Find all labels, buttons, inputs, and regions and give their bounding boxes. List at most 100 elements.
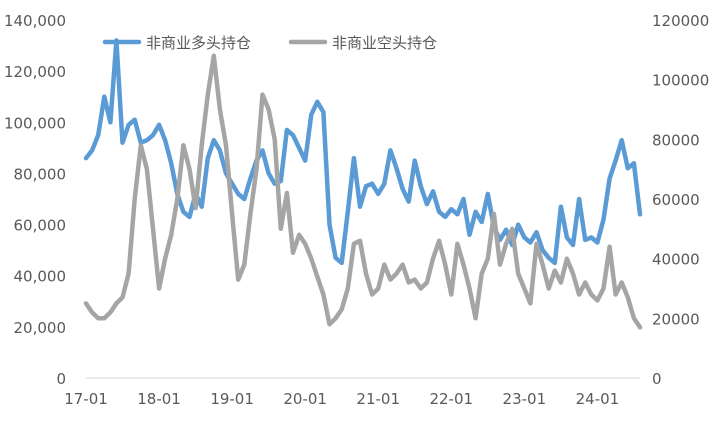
data-point: [401, 187, 405, 191]
data-point: [632, 161, 636, 165]
y-right-tick-label: 100000: [652, 72, 709, 90]
data-point: [309, 113, 313, 117]
data-point: [431, 189, 435, 193]
y-right-tick-label: 60000: [652, 191, 700, 209]
data-point: [127, 123, 131, 127]
data-point: [90, 148, 94, 152]
data-point: [108, 120, 112, 124]
data-point: [236, 278, 240, 282]
data-point: [364, 272, 368, 276]
legend-label: 非商业空头持仓: [332, 34, 437, 52]
data-point: [340, 307, 344, 311]
x-tick-label: 20-01: [283, 390, 327, 408]
data-point: [498, 263, 502, 267]
data-point: [181, 143, 185, 147]
data-point: [522, 286, 526, 291]
data-point: [145, 167, 149, 171]
data-point: [474, 210, 478, 214]
data-point: [601, 217, 606, 222]
data-point: [297, 146, 301, 150]
data-point: [224, 143, 228, 147]
data-point: [614, 159, 618, 163]
data-point: [541, 248, 545, 252]
data-point: [413, 278, 417, 282]
data-point: [102, 95, 106, 99]
data-point: [358, 205, 362, 209]
data-point: [200, 205, 204, 209]
data-point: [461, 197, 466, 201]
data-point: [534, 230, 539, 234]
data-point: [279, 179, 283, 183]
data-point: [133, 118, 137, 122]
data-point: [248, 212, 252, 216]
data-point: [212, 138, 216, 142]
data-point: [218, 148, 222, 152]
x-tick-label: 24-01: [576, 390, 620, 408]
data-point: [528, 240, 533, 245]
data-point: [589, 235, 593, 239]
x-tick-label: 19-01: [210, 390, 254, 408]
data-point: [510, 227, 514, 231]
data-point: [206, 93, 210, 97]
data-point: [577, 292, 581, 297]
data-point: [382, 263, 386, 267]
data-point: [267, 171, 271, 175]
data-point: [577, 197, 581, 201]
data-point: [553, 261, 557, 265]
data-point: [248, 176, 252, 181]
data-point: [242, 263, 246, 267]
data-point: [315, 100, 319, 104]
data-point: [163, 138, 167, 142]
data-point: [583, 280, 587, 285]
data-point: [419, 286, 423, 291]
data-point: [620, 138, 624, 142]
data-point: [583, 238, 587, 242]
data-point: [157, 286, 161, 291]
data-point: [413, 159, 417, 163]
data-point: [139, 143, 143, 147]
data-point: [388, 148, 392, 152]
data-point: [455, 212, 459, 216]
data-point: [309, 257, 313, 261]
data-point: [358, 239, 362, 243]
data-point: [230, 212, 234, 216]
data-point: [382, 182, 386, 186]
data-point: [346, 210, 350, 214]
data-point: [407, 200, 411, 204]
data-point: [157, 123, 161, 127]
data-point: [541, 263, 545, 267]
data-point: [461, 263, 466, 267]
data-point: [96, 316, 100, 320]
x-tick-label: 22-01: [429, 390, 473, 408]
data-point: [291, 251, 295, 255]
data-point: [449, 292, 453, 297]
data-point: [504, 228, 508, 232]
data-point: [608, 245, 612, 249]
data-point: [114, 301, 118, 305]
data-point: [401, 263, 405, 267]
data-point: [589, 292, 593, 297]
data-point: [516, 223, 520, 227]
data-point: [315, 275, 319, 279]
data-point: [108, 310, 112, 314]
data-point: [334, 316, 338, 320]
data-point: [638, 325, 642, 329]
data-point: [559, 280, 563, 285]
data-point: [626, 166, 630, 170]
data-point: [285, 128, 289, 132]
y-left-tick-label: 40,000: [14, 268, 67, 286]
data-point: [187, 215, 192, 219]
data-point: [626, 295, 630, 299]
data-point: [321, 110, 325, 114]
data-point: [212, 54, 216, 58]
data-point: [407, 280, 411, 285]
data-point: [303, 242, 307, 246]
data-point: [84, 156, 88, 160]
data-point: [297, 233, 301, 237]
data-point: [437, 210, 441, 214]
data-point: [206, 156, 210, 160]
data-point: [547, 286, 551, 291]
data-point: [559, 205, 563, 209]
